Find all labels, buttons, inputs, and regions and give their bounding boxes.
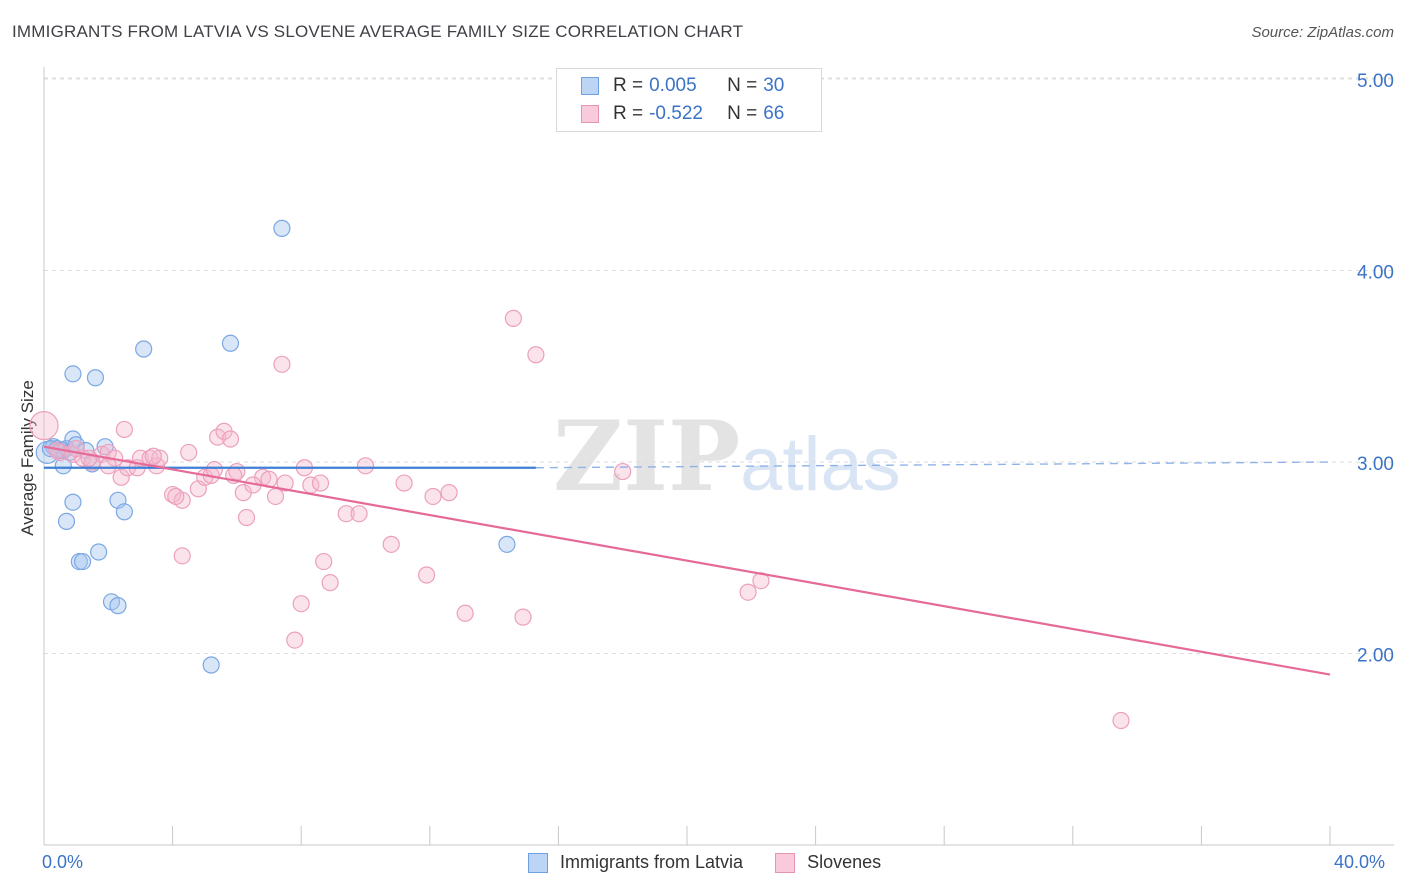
trend-line-latvia-projection — [535, 461, 1331, 469]
point-latvia — [221, 334, 240, 352]
point-latvia — [115, 503, 133, 521]
y-tick-label: 4.00 — [1357, 263, 1394, 284]
series-label-latvia: Immigrants from Latvia — [560, 852, 744, 872]
point-latvia — [86, 369, 105, 387]
chart-title: IMMIGRANTS FROM LATVIA VS SLOVENE AVERAG… — [12, 22, 744, 41]
point-slovenes — [514, 608, 532, 626]
watermark-zip: ZIP — [553, 400, 741, 513]
point-slovenes — [144, 447, 162, 465]
point-latvia — [64, 365, 82, 383]
point-slovenes — [276, 474, 294, 492]
point-slovenes — [456, 604, 474, 622]
legend-row-slovenes: R = -0.522 N = 66 — [581, 101, 784, 127]
axes — [43, 67, 1394, 846]
point-slovenes — [286, 631, 304, 649]
point-slovenes — [237, 508, 256, 527]
legend-r-value: -0.522 — [649, 103, 703, 124]
point-slovenes — [504, 309, 522, 327]
point-slovenes — [424, 487, 442, 506]
point-latvia — [64, 493, 82, 511]
point-latvia — [498, 535, 516, 553]
point-slovenes — [266, 487, 285, 506]
legend-r-label: R = — [613, 75, 644, 96]
point-slovenes — [321, 574, 339, 592]
point-slovenes — [99, 457, 117, 475]
legend-r-label: R = — [613, 103, 644, 124]
trend-lines — [43, 445, 1331, 676]
point-slovenes — [315, 552, 333, 571]
point-slovenes — [614, 462, 632, 481]
point-slovenes — [292, 595, 310, 613]
point-slovenes — [115, 420, 133, 439]
point-slovenes — [382, 535, 400, 553]
point-slovenes — [221, 430, 240, 448]
x-tick-label-max: 40.0% — [1334, 852, 1386, 872]
trend-line-slovenes — [43, 445, 1331, 676]
point-slovenes — [180, 443, 198, 462]
point-slovenes — [350, 505, 368, 523]
point-slovenes — [1112, 711, 1130, 730]
point-slovenes — [395, 474, 413, 492]
point-slovenes — [440, 484, 458, 502]
point-latvia — [273, 219, 291, 237]
point-slovenes — [173, 547, 191, 565]
point-slovenes — [273, 355, 291, 373]
point-slovenes — [209, 428, 227, 446]
series-swatch-slovenes — [775, 852, 796, 873]
point-slovenes — [739, 583, 757, 601]
point-latvia — [135, 340, 153, 358]
legend-row-latvia: R = 0.005 N = 30 — [581, 73, 784, 99]
series-legend-latvia: Immigrants from Latvia — [528, 852, 743, 873]
point-latvia — [57, 512, 76, 530]
y-tick-labels: 2.00 3.00 4.00 5.00 — [1357, 71, 1394, 667]
y-tick-label: 3.00 — [1357, 454, 1394, 475]
watermark-atlas: atlas — [740, 422, 901, 507]
point-slovenes — [29, 411, 59, 441]
source-label: Source: ZipAtlas.com — [1251, 24, 1394, 41]
point-slovenes — [167, 487, 185, 506]
point-slovenes — [356, 457, 375, 475]
correlation-legend: R = 0.005 N = 30 R = -0.522 N = 66 — [556, 68, 822, 132]
legend-n-value: 30 — [763, 75, 785, 96]
legend-r-value: 0.005 — [649, 75, 697, 96]
point-slovenes — [337, 505, 355, 523]
point-latvia — [109, 597, 127, 615]
point-latvia — [73, 552, 92, 571]
point-latvia — [202, 656, 220, 674]
legend-n-label: N = — [727, 75, 758, 96]
legend-swatch-latvia — [581, 77, 599, 95]
point-slovenes — [417, 566, 436, 584]
series-legend-slovenes: Slovenes — [775, 852, 881, 873]
x-tick-label-min: 0.0% — [42, 852, 84, 872]
legend-swatch-slovenes — [581, 105, 599, 123]
watermark: ZIPatlas — [553, 400, 901, 513]
point-latvia — [90, 543, 108, 561]
series-swatch-latvia — [528, 852, 548, 873]
legend-n-value: 66 — [763, 103, 785, 124]
series-label-slovenes: Slovenes — [807, 852, 882, 872]
y-tick-label: 2.00 — [1357, 646, 1394, 667]
legend-n-label: N = — [727, 103, 758, 124]
point-slovenes — [112, 468, 130, 486]
y-tick-label: 5.00 — [1357, 71, 1394, 92]
series-legend: Immigrants from Latvia Slovenes — [528, 852, 913, 873]
point-slovenes — [527, 346, 545, 364]
point-slovenes — [311, 474, 330, 492]
point-latvia — [54, 457, 72, 475]
